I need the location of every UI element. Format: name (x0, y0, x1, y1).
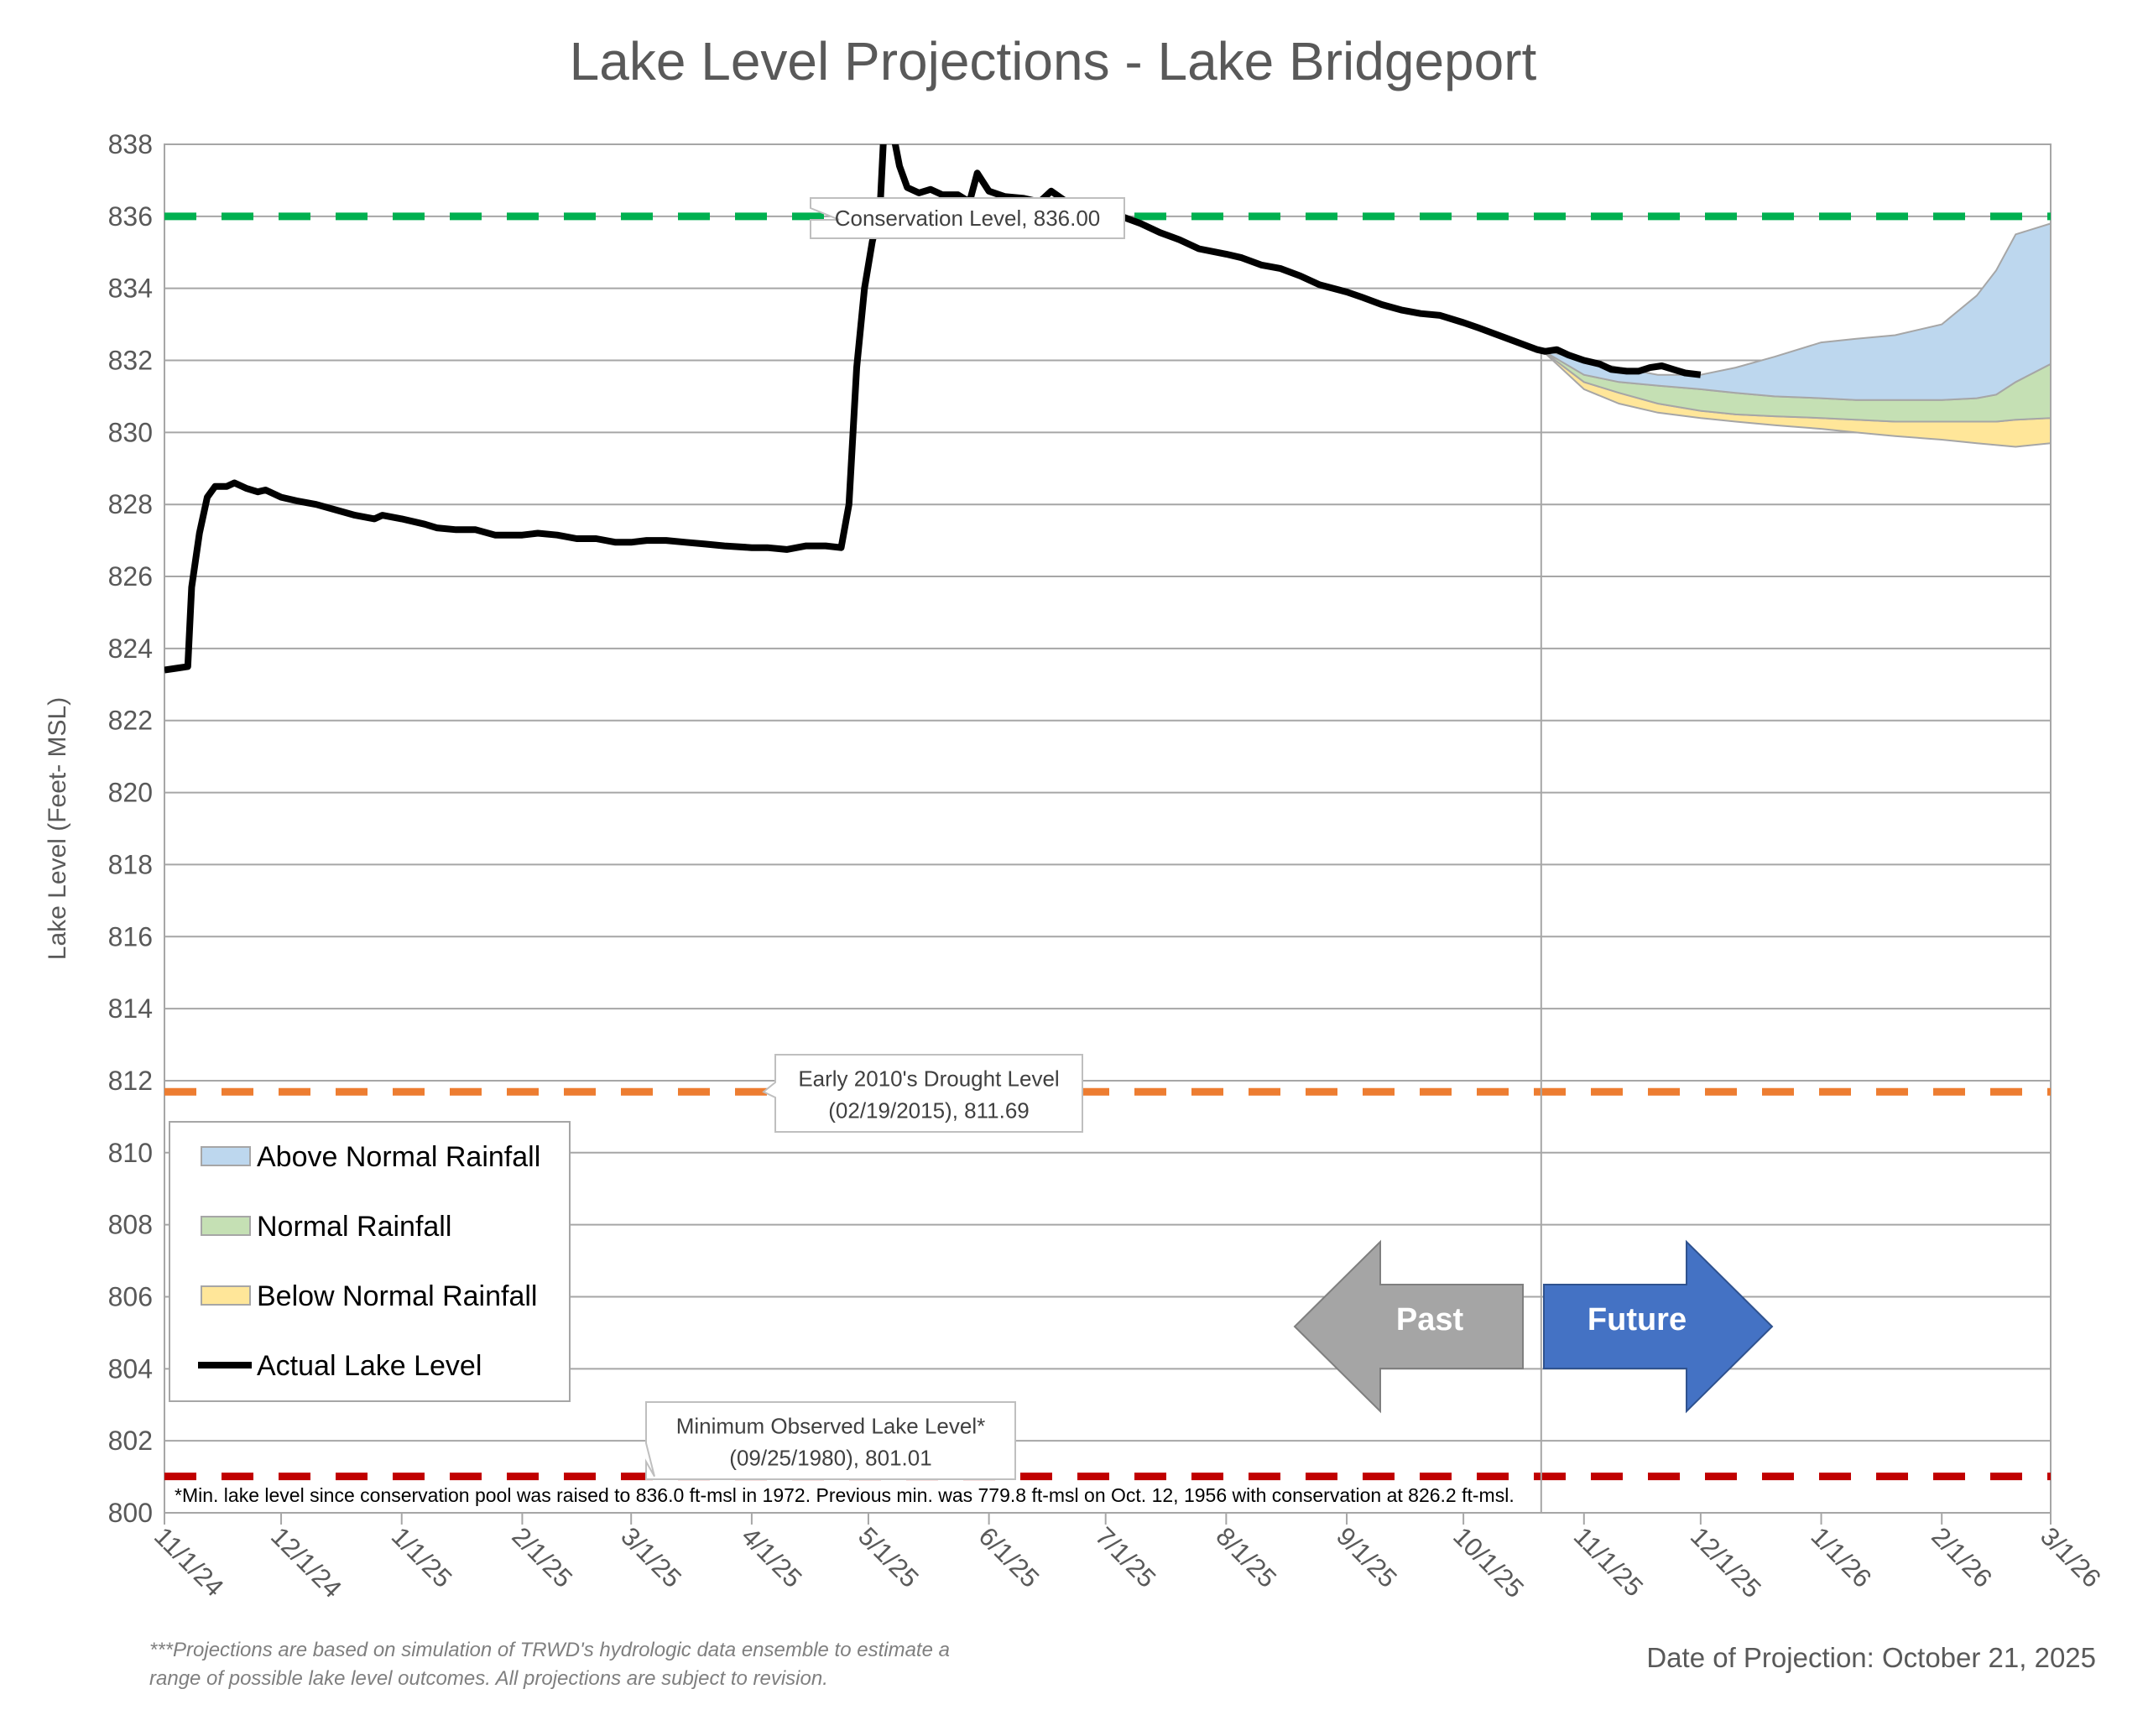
y-tick-label: 834 (108, 274, 153, 304)
conservation-level-callout: Conservation Level, 836.00 (810, 197, 1125, 239)
y-tick-label: 836 (108, 201, 153, 232)
actual-lake-level-series (164, 144, 1702, 674)
y-tick-label: 826 (108, 561, 153, 592)
y-tick-label: 814 (108, 993, 153, 1024)
projection-note-line-1: ***Projections are based on simulation o… (149, 1639, 950, 1661)
legend-label: Normal Rainfall (257, 1211, 451, 1243)
y-axis-ticks: 800 802 804 806 808 810 812 814 816 818 820 822 824 8… (108, 129, 153, 1528)
legend: Above Normal Rainfall Normal Rainfall Belo… (169, 1121, 571, 1402)
drought-level-label: Early 2010's Drought Level (02/19/2015), … (798, 1066, 1059, 1123)
future-arrow: Future (1543, 1239, 1774, 1414)
legend-item: Normal Rainfall (201, 1211, 451, 1243)
legend-item: Above Normal Rainfall (201, 1141, 540, 1173)
y-tick-label: 816 (108, 921, 153, 951)
future-arrow-icon (1543, 1239, 1774, 1414)
chart-title: Lake Level Projections - Lake Bridgeport (570, 31, 1537, 91)
callout-line: Conservation Level, 836.00 (835, 206, 1101, 231)
conservation-level-label: Conservation Level, 836.00 (835, 206, 1101, 231)
past-label: Past (1396, 1302, 1464, 1337)
legend-swatch (201, 1285, 251, 1306)
y-tick-label: 832 (108, 346, 153, 376)
minimum-level-callout: Minimum Observed Lake Level* (09/25/1980)… (645, 1401, 1016, 1480)
callout-box (762, 1054, 1083, 1133)
callout-line: Early 2010's Drought Level (798, 1066, 1059, 1092)
y-tick-label: 808 (108, 1210, 153, 1240)
y-tick-label: 800 (108, 1498, 153, 1528)
minimum-level-label: Minimum Observed Lake Level* (09/25/1980)… (676, 1414, 986, 1471)
y-tick-label: 830 (108, 417, 153, 447)
legend-item: Actual Lake Level (198, 1350, 482, 1382)
y-tick-label: 810 (108, 1138, 153, 1168)
callout-line: (09/25/1980), 801.01 (729, 1446, 931, 1471)
projection-bands (1541, 222, 2052, 448)
callout-box (810, 197, 1125, 239)
band-above-normal-rainfall (1541, 222, 2052, 401)
y-axis-label: Lake Level (Feet- MSL) (44, 697, 71, 960)
y-tick-label: 822 (108, 706, 153, 736)
past-arrow-icon (1293, 1239, 1524, 1414)
legend-swatch (201, 1216, 251, 1236)
y-tick-label: 824 (108, 633, 153, 664)
y-tick-label: 820 (108, 778, 153, 808)
callout-line: (02/19/2015), 811.69 (828, 1098, 1029, 1123)
legend-box (169, 1121, 571, 1402)
actual-lake-level-line (164, 144, 1702, 674)
future-label: Future (1588, 1302, 1687, 1337)
date-of-projection: Date of Projection: October 21, 2025 (1646, 1642, 2096, 1673)
y-tick-label: 838 (108, 129, 153, 159)
projection-note-line-2: range of possible lake level outcomes. A… (149, 1667, 828, 1690)
legend-label: Actual Lake Level (257, 1350, 482, 1382)
y-tick-label: 806 (108, 1281, 153, 1311)
callout-box (645, 1401, 1016, 1480)
drought-level-callout: Early 2010's Drought Level (02/19/2015), … (762, 1054, 1083, 1133)
legend-swatch (201, 1146, 251, 1166)
minimum-level-footnote: *Min. lake level since conservation pool… (175, 1484, 1515, 1506)
y-tick-label: 804 (108, 1353, 153, 1384)
y-tick-label: 812 (108, 1066, 153, 1096)
y-tick-label: 818 (108, 849, 153, 879)
y-tick-label: 828 (108, 489, 153, 519)
y-tick-label: 802 (108, 1426, 153, 1456)
legend-label: Below Normal Rainfall (257, 1280, 537, 1312)
callout-line: Minimum Observed Lake Level* (676, 1414, 986, 1439)
past-arrow: Past (1293, 1239, 1524, 1414)
legend-item: Below Normal Rainfall (201, 1280, 537, 1312)
legend-label: Above Normal Rainfall (257, 1141, 540, 1173)
